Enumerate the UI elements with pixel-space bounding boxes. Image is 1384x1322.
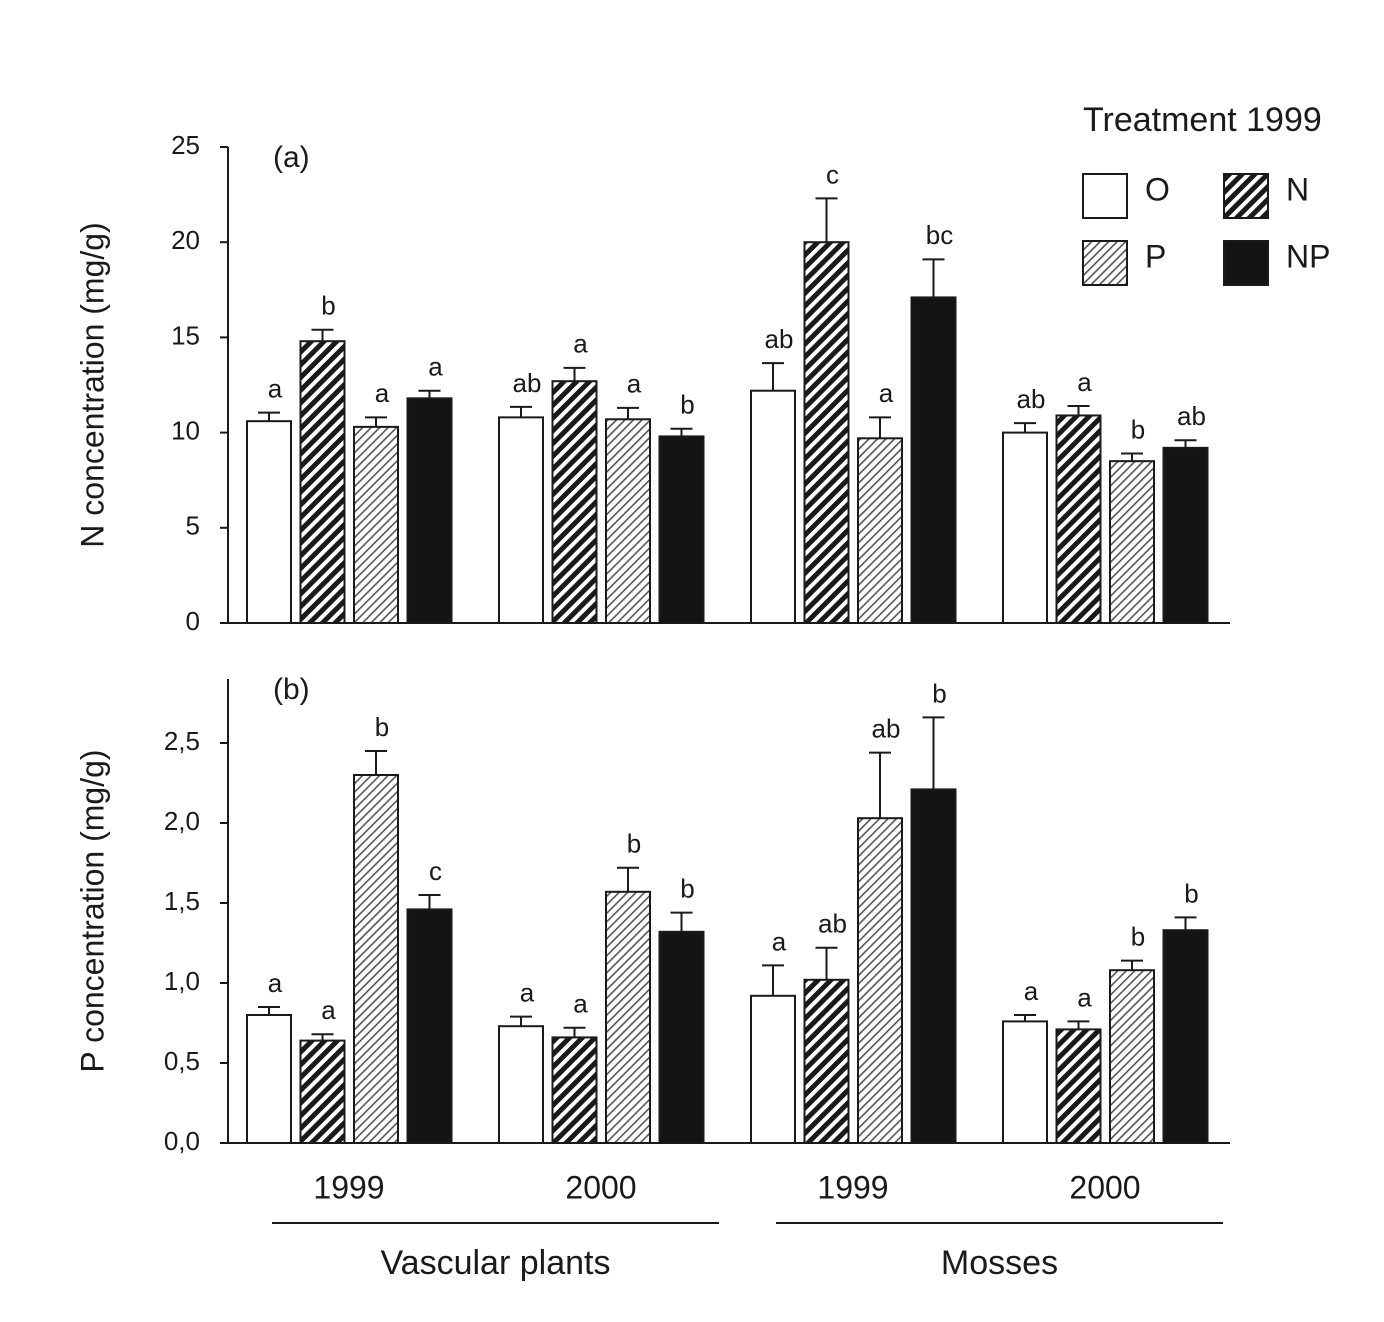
bar <box>910 296 957 624</box>
significance-letter: ab <box>1177 401 1206 431</box>
legend-label: NP <box>1286 238 1330 274</box>
bar <box>1162 446 1209 624</box>
significance-letter: a <box>1024 976 1039 1006</box>
legend-label: O <box>1145 171 1170 207</box>
bar <box>498 1025 544 1144</box>
y-tick-label: 25 <box>171 130 200 160</box>
significance-letter: b <box>1184 878 1198 908</box>
x-tick-label: 1999 <box>817 1169 888 1205</box>
significance-letter: a <box>627 369 642 399</box>
significance-letter: b <box>1131 921 1145 951</box>
legend-swatch <box>1223 173 1269 219</box>
significance-letter: a <box>573 329 588 359</box>
significance-letter: a <box>772 926 787 956</box>
x-tick-label: 2000 <box>1069 1169 1140 1205</box>
significance-letter: a <box>268 373 283 403</box>
x-tick-label: 2000 <box>565 1169 636 1205</box>
bar <box>1109 969 1155 1145</box>
significance-letter: b <box>680 390 694 420</box>
group-label: Mosses <box>941 1244 1058 1282</box>
significance-letter: a <box>375 378 390 408</box>
significance-letter: b <box>627 829 641 859</box>
significance-letter: a <box>268 968 283 998</box>
significance-letter: bc <box>926 220 953 250</box>
y-tick-label: 20 <box>171 225 200 255</box>
legend-label: N <box>1286 171 1309 207</box>
bar <box>551 380 598 624</box>
significance-letter: b <box>680 873 694 903</box>
legend-swatch <box>1082 240 1128 286</box>
bar <box>1002 1020 1048 1145</box>
significance-letter: ab <box>765 324 794 354</box>
y-tick-label: 15 <box>171 320 200 350</box>
bar <box>353 774 399 1144</box>
y-tick-label: 1,5 <box>164 886 200 916</box>
y-axis-title: N concentration (mg/g) <box>74 222 110 547</box>
bar <box>803 978 850 1144</box>
significance-letter: a <box>1077 982 1092 1012</box>
bar <box>658 435 705 624</box>
significance-letter: ab <box>818 909 847 939</box>
significance-letter: b <box>1131 414 1145 444</box>
y-tick-label: 0,0 <box>164 1126 200 1156</box>
bar <box>605 418 651 624</box>
legend-swatch <box>1082 173 1128 219</box>
panel-label: (b) <box>273 673 310 706</box>
bar <box>1162 929 1209 1145</box>
bar <box>910 788 957 1145</box>
significance-letter: b <box>375 712 389 742</box>
bar <box>1109 460 1155 624</box>
bar <box>857 437 903 625</box>
bar <box>803 241 850 624</box>
bar <box>1055 414 1102 624</box>
legend-title: Treatment 1999 <box>1083 101 1322 139</box>
bar <box>246 420 292 624</box>
bar <box>605 890 651 1144</box>
significance-letter: ab <box>1017 384 1046 414</box>
y-tick-label: 2,0 <box>164 806 200 836</box>
group-label: Vascular plants <box>381 1244 611 1282</box>
bar <box>406 908 453 1145</box>
y-tick-label: 5 <box>186 511 200 541</box>
significance-letter: c <box>429 856 442 886</box>
y-tick-label: 2,5 <box>164 726 200 756</box>
significance-letter: c <box>826 159 839 189</box>
significance-letter: a <box>428 352 443 382</box>
bar <box>551 1036 598 1145</box>
significance-letter: a <box>520 977 535 1007</box>
bar <box>750 389 796 624</box>
bar <box>299 1039 346 1144</box>
y-axis-title: P concentration (mg/g) <box>74 749 110 1072</box>
bar <box>857 817 903 1144</box>
bar <box>353 425 399 624</box>
significance-letter: b <box>932 678 946 708</box>
bar <box>658 930 705 1144</box>
bar <box>1055 1028 1102 1145</box>
bar <box>246 1014 292 1144</box>
y-tick-label: 0 <box>186 606 200 636</box>
x-tick-label: 1999 <box>313 1169 384 1205</box>
significance-letter: a <box>321 995 336 1025</box>
bar <box>406 397 453 624</box>
significance-letter: a <box>879 378 894 408</box>
significance-letter: b <box>321 291 335 321</box>
legend-label: P <box>1145 238 1166 274</box>
y-tick-label: 1,0 <box>164 966 200 996</box>
bar <box>498 416 544 625</box>
significance-letter: ab <box>872 713 901 743</box>
bar <box>750 994 796 1144</box>
y-tick-label: 10 <box>171 415 200 445</box>
y-tick-label: 0,5 <box>164 1046 200 1076</box>
bar <box>299 340 346 624</box>
legend-swatch <box>1223 240 1269 286</box>
bar <box>1002 431 1048 624</box>
significance-letter: ab <box>513 368 542 398</box>
significance-letter: a <box>1077 367 1092 397</box>
significance-letter: a <box>573 989 588 1019</box>
panel-label: (a) <box>273 141 310 174</box>
